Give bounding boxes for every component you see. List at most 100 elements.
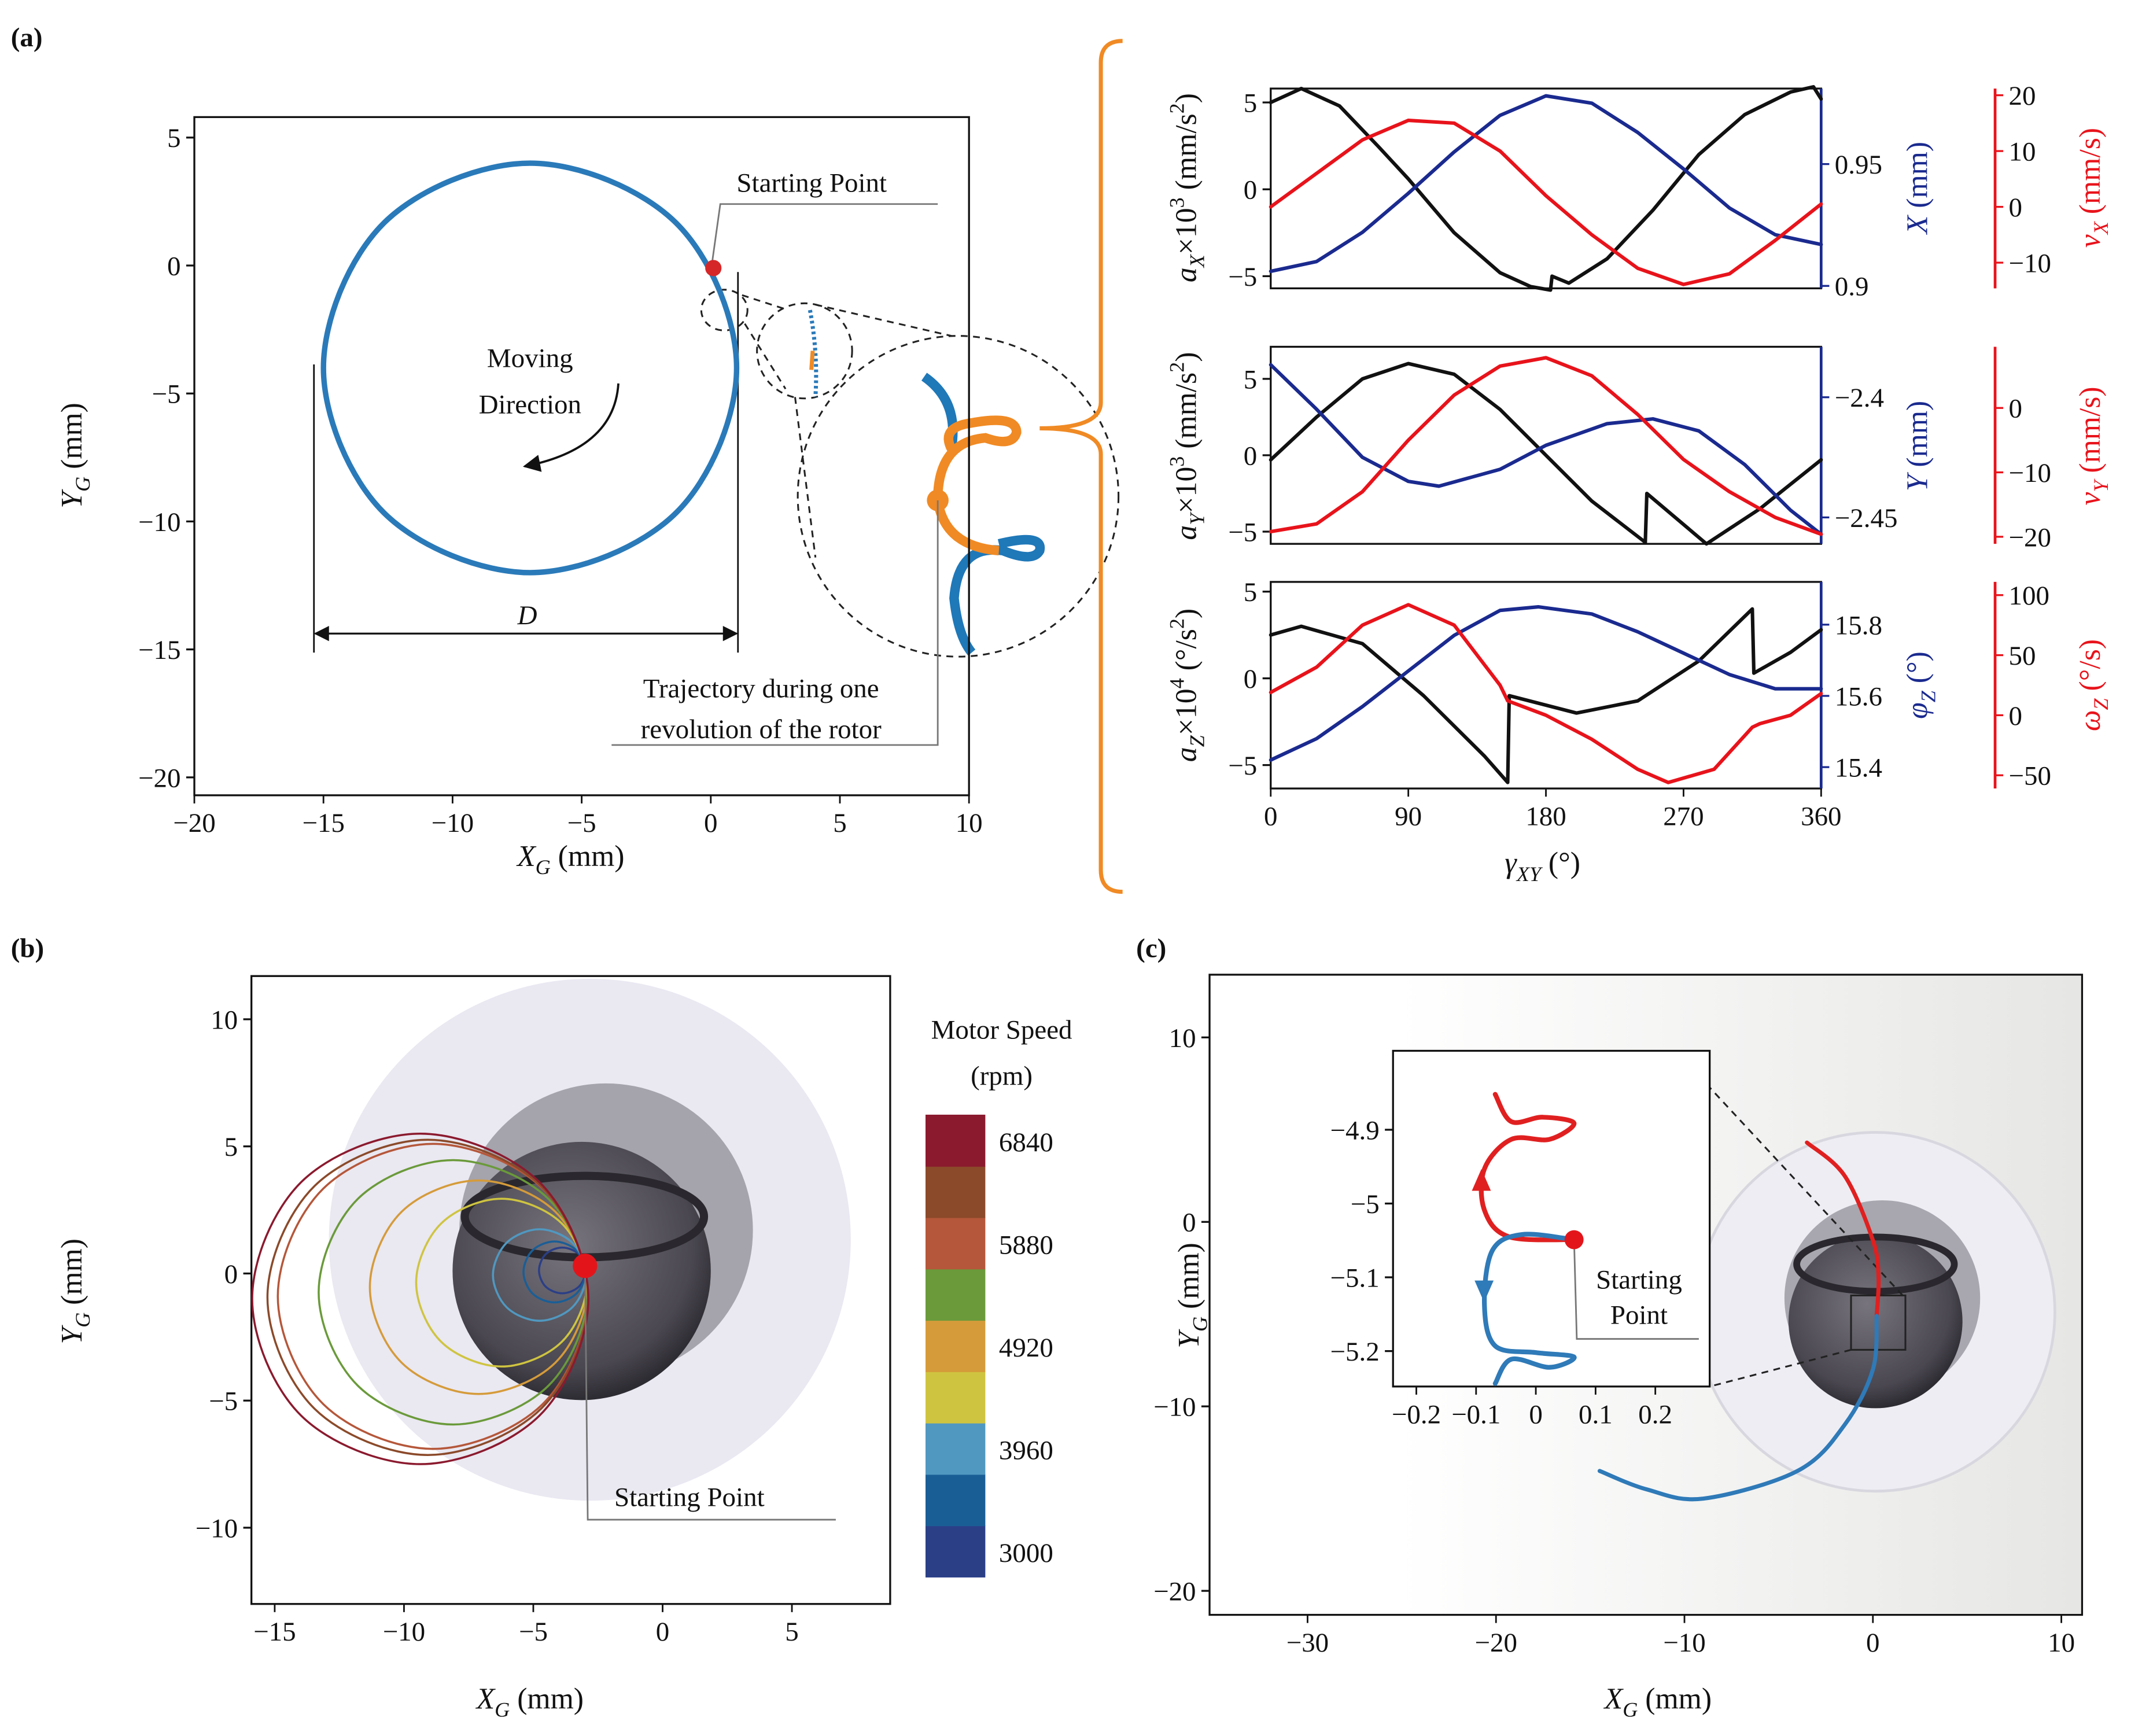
zoom-ellipse (700, 289, 749, 331)
x-tick-label: −15 (302, 808, 344, 838)
y-tick-label: −20 (138, 763, 180, 793)
y-tick-label: −5 (1228, 262, 1257, 292)
label-part: a (1170, 267, 1203, 282)
annotation: Direction (479, 390, 581, 420)
label-part: Y (2089, 478, 2112, 492)
colorbar-block (926, 1269, 986, 1321)
y2-tick-label: 15.6 (1835, 681, 1882, 712)
axis-label: XG (mm) (1603, 1683, 1712, 1722)
zoom-circle (756, 302, 853, 400)
y3-tick-label: 100 (2009, 581, 2049, 611)
y3-tick-label: 20 (2009, 81, 2036, 111)
y-tick-label: 0 (1182, 1208, 1196, 1238)
label-part: Z (1917, 690, 1940, 702)
leader-line (584, 1266, 836, 1521)
axis-label: XG (mm) (516, 840, 624, 879)
label-part: 2 (1165, 362, 1188, 373)
zoom-decoration (313, 39, 1123, 894)
label-part: v (2074, 234, 2107, 248)
y3-tick-label: 50 (2009, 641, 2036, 671)
zoom-trace (808, 309, 819, 397)
x-tick-label: −5 (519, 1617, 548, 1647)
label-part: ) (1170, 93, 1203, 103)
direction-arrow (522, 383, 620, 472)
label-part: 3 (1165, 456, 1188, 467)
colorbar-block (926, 1525, 986, 1577)
axis-label: YG (mm) (56, 403, 94, 508)
annotation: Starting (1596, 1265, 1682, 1295)
y3-tick-label: −10 (2009, 458, 2051, 488)
plot-frame (250, 975, 891, 1605)
label-part: 2 (1165, 618, 1188, 629)
label-part: ×10 (1170, 688, 1203, 735)
y-tick-label: 0 (167, 251, 180, 281)
panel-label: (c) (1136, 933, 1166, 963)
zoom-line (1709, 1086, 1904, 1296)
zoom-line (815, 304, 952, 337)
zoom-trace (949, 535, 1045, 656)
y-tick-label: 0 (1244, 664, 1257, 694)
y3-tick-label: 10 (2009, 137, 2036, 167)
y-tick-label: 5 (1244, 577, 1257, 607)
colorbar-tick-label: 4920 (999, 1333, 1053, 1363)
label-part: 4 (1165, 678, 1188, 688)
zoom-trace (932, 415, 1022, 556)
rotor-render (329, 978, 851, 1501)
plot-frame (1208, 974, 2084, 1616)
label-part: (°) (1541, 847, 1580, 880)
data-line (266, 1138, 589, 1456)
y-tick-label: −10 (196, 1513, 238, 1543)
label-part: ×10 (1170, 208, 1203, 255)
label-part: Z (1186, 735, 1209, 747)
panel-label: (b) (11, 933, 44, 963)
y-tick-label: 0 (1244, 175, 1257, 205)
colorbar-block (926, 1114, 986, 1167)
y3-tick-label: 0 (2009, 701, 2022, 731)
y3-tick-label: −20 (2009, 522, 2051, 552)
label-part: (mm) (56, 1239, 89, 1313)
x-tick-label: 0 (656, 1617, 669, 1647)
x-tick-label: 0.2 (1638, 1399, 1672, 1429)
x-tick-label: 5 (833, 808, 846, 838)
label-part: ω (2074, 710, 2107, 731)
data-line (251, 1132, 589, 1465)
x-tick-label: −15 (253, 1617, 296, 1647)
y2-tick-label: −2.4 (1835, 383, 1884, 413)
label-part: G (1188, 1317, 1211, 1332)
brace (1039, 39, 1123, 894)
label-part: (mm) (510, 1683, 584, 1716)
axis-label: γXY (°) (1505, 847, 1580, 886)
label-part: Y (56, 1325, 89, 1344)
annotation: Trajectory during one (643, 674, 879, 704)
label-part: X (1901, 214, 1934, 235)
label-part: (mm) (1901, 142, 1934, 216)
x-tick-label: 180 (1525, 801, 1566, 831)
leader-line (1573, 1239, 1699, 1340)
zoom-circle (797, 335, 1120, 658)
label-part: 3 (1165, 197, 1188, 208)
label-part: (mm/s (1170, 373, 1203, 456)
x-tick-label: −5 (567, 808, 596, 838)
label-part: φ (1901, 702, 1934, 719)
y3-tick-label: 0 (2009, 394, 2022, 424)
x-tick-label: −10 (1663, 1628, 1705, 1658)
x-tick-label: −10 (383, 1617, 425, 1647)
label-part: a (1170, 747, 1203, 762)
x-tick-label: −20 (173, 808, 215, 838)
direction-arrow (1474, 1280, 1494, 1303)
data-line (1482, 1232, 1577, 1386)
x-tick-label: −0.1 (1451, 1399, 1500, 1429)
x-tick-label: 10 (2048, 1628, 2075, 1658)
x-tick-label: −0.2 (1392, 1399, 1441, 1429)
y-tick-label: −5.2 (1330, 1337, 1380, 1367)
axis-label: YG (mm) (56, 1239, 94, 1344)
label-part: (mm) (1901, 401, 1934, 475)
start-marker (573, 1254, 598, 1278)
data-line (1269, 603, 1823, 784)
axis-label: φZ (°) (1901, 651, 1940, 719)
axis-label: XG (mm) (475, 1683, 584, 1722)
panel-label: (a) (11, 23, 43, 53)
label-part: X (2089, 220, 2112, 235)
